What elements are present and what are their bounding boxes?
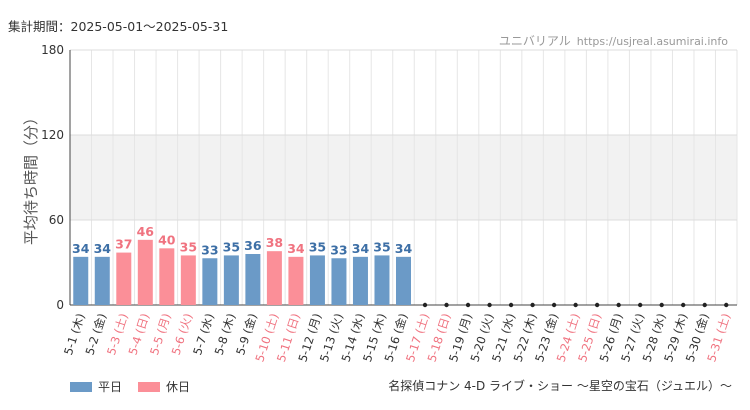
bar-value-label: 38 (266, 235, 283, 250)
empty-data-dot (724, 302, 729, 308)
y-tick-label: 180 (41, 43, 64, 57)
legend: 平日 休日 (70, 378, 190, 395)
bar (180, 255, 196, 305)
bar (202, 258, 218, 305)
shaded-band (70, 135, 737, 220)
bar (266, 251, 282, 305)
empty-data-dot (681, 302, 686, 308)
bar (352, 256, 368, 305)
bar-value-label: 33 (201, 242, 218, 257)
bar (137, 239, 153, 305)
y-axis-title: 平均待ち時間（分） (22, 110, 40, 245)
bar (73, 256, 89, 305)
empty-data-dot (659, 302, 664, 308)
bar-value-label: 34 (395, 241, 413, 256)
bar-value-label: 36 (244, 238, 262, 253)
empty-data-dot (594, 302, 600, 308)
empty-data-dot (444, 302, 449, 308)
bar (94, 256, 110, 305)
bar (288, 256, 304, 305)
empty-data-dot (487, 302, 492, 308)
bar-value-label: 35 (223, 239, 240, 254)
bar (374, 255, 390, 305)
legend-label-weekday: 平日 (98, 380, 123, 394)
y-tick-label: 0 (56, 298, 64, 312)
empty-data-dot (702, 302, 707, 308)
empty-data-dot (422, 302, 428, 308)
bar (159, 248, 175, 305)
bar (309, 255, 325, 305)
empty-data-dot (573, 302, 578, 308)
bar-value-label: 33 (330, 242, 347, 257)
brand-url: https://usjreal.asumirai.info (576, 35, 728, 48)
bar-value-label: 46 (137, 224, 155, 239)
bar-value-label: 34 (352, 241, 370, 256)
empty-data-dot (551, 302, 557, 308)
period-label: 集計期間：2025-05-01～2025-05-31 (8, 19, 229, 34)
empty-data-dot (508, 302, 514, 308)
legend-swatch-weekday (70, 381, 92, 392)
bar-value-label: 34 (287, 241, 305, 256)
bar-value-label: 35 (373, 239, 390, 254)
legend-item-weekday: 平日 (70, 378, 122, 395)
bar-value-label: 35 (180, 239, 197, 254)
bar-value-label: 35 (309, 239, 326, 254)
bar (223, 255, 239, 305)
legend-label-holiday: 休日 (166, 380, 191, 394)
empty-data-dot (465, 302, 471, 308)
brand-name: ユニバリアル (498, 34, 571, 48)
brand: ユニバリアル https://usjreal.asumirai.info (499, 32, 728, 49)
bar (331, 258, 347, 305)
empty-data-dot (616, 302, 621, 308)
y-tick-label: 120 (41, 128, 64, 142)
legend-swatch-holiday (138, 381, 161, 392)
bar-value-label: 37 (115, 237, 132, 252)
empty-data-dot (637, 302, 643, 308)
y-tick-label: 60 (49, 213, 64, 227)
bar (245, 254, 261, 305)
empty-data-dot (530, 302, 535, 308)
bar (396, 256, 411, 305)
bar (116, 252, 132, 305)
attraction-name: 名探偵コナン 4-D ライブ・ショー ～星空の宝石（ジュエル）～ (388, 379, 732, 393)
bar-value-label: 34 (72, 241, 90, 256)
bar-value-label: 34 (94, 241, 112, 256)
legend-item-holiday: 休日 (138, 378, 190, 395)
bar-value-label: 40 (158, 232, 176, 247)
